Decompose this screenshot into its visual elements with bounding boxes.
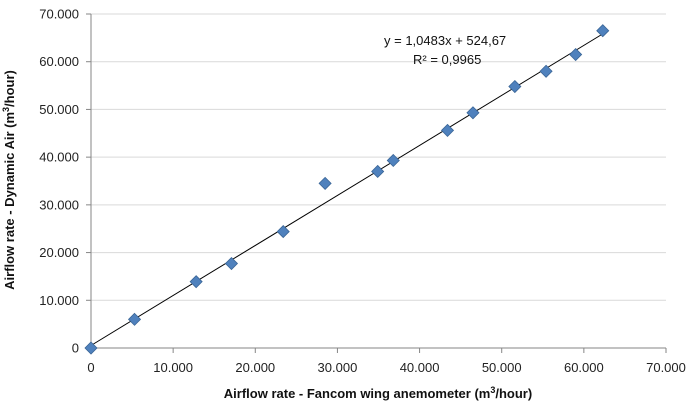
y-tick-label: 10.000	[39, 293, 79, 308]
y-axis-title-sup: 3	[1, 107, 11, 112]
x-tick-label: 70.000	[646, 360, 686, 375]
x-axis-title: Airflow rate - Fancom wing anemometer (m…	[224, 385, 532, 401]
y-tick-label: 50.000	[39, 102, 79, 117]
tick-labels: 0 10.000 20.000 30.000 40.000 50.000 60.000 70.…	[39, 7, 686, 376]
x-tick-label: 50.000	[482, 360, 522, 375]
gridlines	[91, 13, 666, 301]
r-squared-label: R² = 0,9965	[413, 52, 481, 67]
data-point	[466, 106, 480, 120]
y-axis-title-prefix: Airflow rate - Dynamic Air (m	[2, 112, 17, 290]
y-tick-label: 60.000	[39, 54, 79, 69]
axes	[86, 13, 667, 353]
data-point	[84, 341, 98, 355]
x-tick-label: 60.000	[564, 360, 604, 375]
x-axis-title-sup: 3	[490, 385, 495, 395]
y-tick-label: 0	[72, 341, 79, 356]
data-point	[371, 164, 385, 179]
x-tick-label: 10.000	[153, 360, 193, 375]
x-tick-label: 20.000	[235, 360, 275, 375]
x-tick-label: 30.000	[318, 360, 358, 375]
data-point	[596, 24, 610, 38]
data-point	[189, 275, 203, 289]
data-point	[127, 312, 142, 326]
data-point	[318, 176, 332, 190]
y-tick-label: 20.000	[39, 245, 79, 260]
trendline-group	[90, 33, 604, 346]
x-axis-title-suffix: /hour)	[495, 386, 532, 401]
data-point	[224, 256, 239, 271]
x-axis-title-prefix: Airflow rate - Fancom wing anemometer (m	[224, 386, 491, 401]
data-point	[539, 64, 553, 78]
x-tick-label: 40.000	[400, 360, 440, 375]
data-points	[84, 24, 610, 355]
trendline	[90, 33, 604, 346]
y-tick-label: 30.000	[39, 197, 79, 212]
y-tick-label: 40.000	[39, 150, 79, 165]
data-point	[276, 225, 290, 239]
data-point	[440, 123, 455, 137]
x-tick-label: 0	[87, 360, 94, 375]
trendline-equation: y = 1,0483x + 524,67	[384, 33, 506, 48]
y-axis-title-suffix: /hour)	[2, 70, 17, 107]
data-point	[386, 153, 400, 168]
y-axis-title: Airflow rate - Dynamic Air (m3/hour)	[1, 70, 17, 290]
data-point	[508, 79, 522, 94]
y-tick-label: 70.000	[39, 7, 79, 22]
data-point	[569, 47, 583, 62]
